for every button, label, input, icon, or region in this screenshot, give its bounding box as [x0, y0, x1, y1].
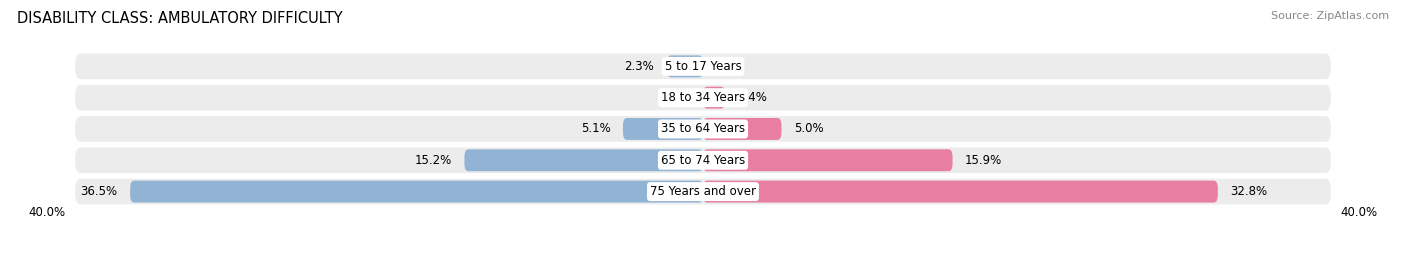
Text: 1.4%: 1.4% [738, 91, 768, 104]
FancyBboxPatch shape [75, 54, 1331, 79]
Text: 65 to 74 Years: 65 to 74 Years [661, 154, 745, 167]
FancyBboxPatch shape [464, 149, 703, 171]
FancyBboxPatch shape [703, 181, 1218, 203]
FancyBboxPatch shape [131, 181, 703, 203]
Text: 0.0%: 0.0% [716, 60, 745, 73]
FancyBboxPatch shape [75, 179, 1331, 204]
Text: 75 Years and over: 75 Years and over [650, 185, 756, 198]
Text: Source: ZipAtlas.com: Source: ZipAtlas.com [1271, 11, 1389, 21]
Text: 36.5%: 36.5% [80, 185, 118, 198]
Text: 32.8%: 32.8% [1230, 185, 1267, 198]
FancyBboxPatch shape [703, 149, 952, 171]
FancyBboxPatch shape [703, 118, 782, 140]
FancyBboxPatch shape [75, 85, 1331, 110]
Text: 5.1%: 5.1% [581, 122, 610, 135]
FancyBboxPatch shape [75, 116, 1331, 142]
Text: 0.0%: 0.0% [661, 91, 690, 104]
Text: 18 to 34 Years: 18 to 34 Years [661, 91, 745, 104]
Text: 40.0%: 40.0% [1341, 206, 1378, 219]
FancyBboxPatch shape [623, 118, 703, 140]
Text: 40.0%: 40.0% [28, 206, 65, 219]
Text: 5.0%: 5.0% [794, 122, 824, 135]
Text: 35 to 64 Years: 35 to 64 Years [661, 122, 745, 135]
Text: DISABILITY CLASS: AMBULATORY DIFFICULTY: DISABILITY CLASS: AMBULATORY DIFFICULTY [17, 11, 343, 26]
Text: 15.2%: 15.2% [415, 154, 451, 167]
FancyBboxPatch shape [666, 55, 703, 77]
Text: 5 to 17 Years: 5 to 17 Years [665, 60, 741, 73]
Text: 2.3%: 2.3% [624, 60, 654, 73]
FancyBboxPatch shape [703, 87, 725, 109]
FancyBboxPatch shape [75, 147, 1331, 173]
Text: 15.9%: 15.9% [965, 154, 1002, 167]
